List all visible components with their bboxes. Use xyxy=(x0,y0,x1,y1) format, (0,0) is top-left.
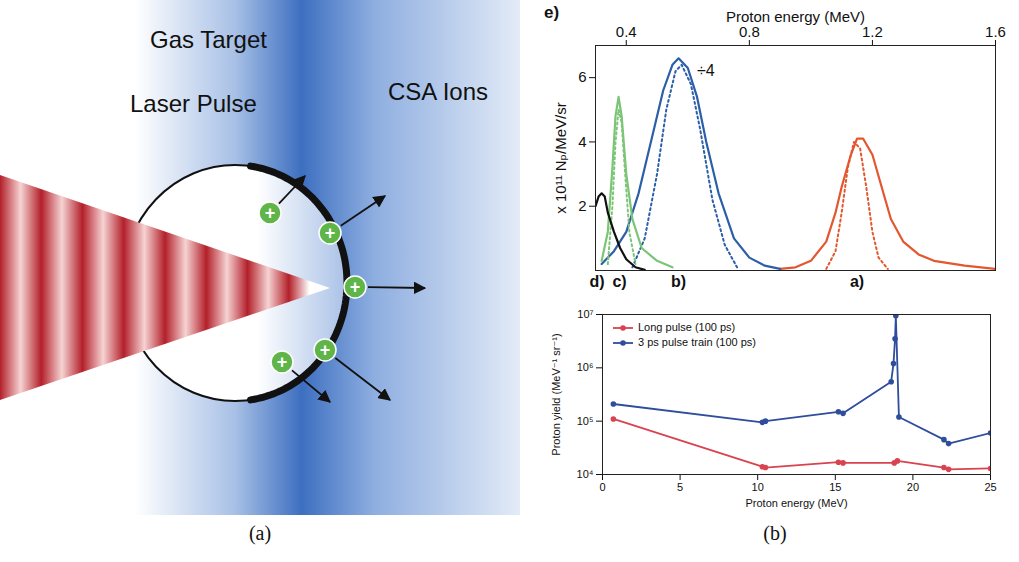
svg-text:+: + xyxy=(320,340,331,360)
svg-text:1.2: 1.2 xyxy=(862,22,883,40)
svg-text:0.4: 0.4 xyxy=(616,23,637,40)
html-text:(a): (a) xyxy=(248,522,272,544)
svg-text:10⁷: 10⁷ xyxy=(577,308,593,320)
svg-text:+: + xyxy=(277,352,288,372)
html-text:3 ps pulse train (100 ps): 3 ps pulse train (100 ps) xyxy=(638,336,756,348)
svg-text:0.8: 0.8 xyxy=(738,22,760,40)
svg-text:15: 15 xyxy=(829,481,841,493)
svg-text:1.6: 1.6 xyxy=(985,23,1006,40)
svg-text:10⁴: 10⁴ xyxy=(577,468,594,480)
svg-text:20: 20 xyxy=(907,481,919,493)
svg-text:0: 0 xyxy=(599,481,605,493)
svg-text:d): d) xyxy=(589,273,604,290)
svg-text:+: + xyxy=(265,203,276,223)
svg-text:CSA Ions: CSA Ions xyxy=(388,78,488,105)
html-text:Long pulse (100 ps): Long pulse (100 ps) xyxy=(638,321,736,333)
svg-text:Laser Pulse: Laser Pulse xyxy=(130,90,257,117)
svg-text:10⁵: 10⁵ xyxy=(577,415,594,427)
svg-text:10⁶: 10⁶ xyxy=(577,361,594,373)
svg-text:6: 6 xyxy=(578,68,586,85)
svg-text:c): c) xyxy=(612,273,626,290)
svg-text:Proton energy (MeV): Proton energy (MeV) xyxy=(745,497,847,509)
svg-text:÷4: ÷4 xyxy=(697,62,715,79)
svg-text:+: + xyxy=(325,223,336,243)
svg-text:Proton energy (MeV): Proton energy (MeV) xyxy=(726,8,865,25)
svg-text:b): b) xyxy=(671,273,686,290)
svg-text:Proton yield (MeV⁻¹ sr⁻¹): Proton yield (MeV⁻¹ sr⁻¹) xyxy=(550,333,562,455)
svg-text:a): a) xyxy=(850,273,864,290)
svg-text:5: 5 xyxy=(677,481,683,493)
html-text:e): e) xyxy=(544,3,560,22)
svg-text:4: 4 xyxy=(578,133,586,150)
html-text:(b): (b) xyxy=(763,522,787,544)
svg-text:25: 25 xyxy=(984,481,996,493)
svg-text:10: 10 xyxy=(752,481,764,493)
svg-text:x 10¹¹ Nₚ/MeV/sr: x 10¹¹ Nₚ/MeV/sr xyxy=(552,102,569,213)
svg-text:Gas Target: Gas Target xyxy=(150,26,267,53)
svg-text:+: + xyxy=(350,277,361,297)
svg-text:2: 2 xyxy=(578,197,586,214)
